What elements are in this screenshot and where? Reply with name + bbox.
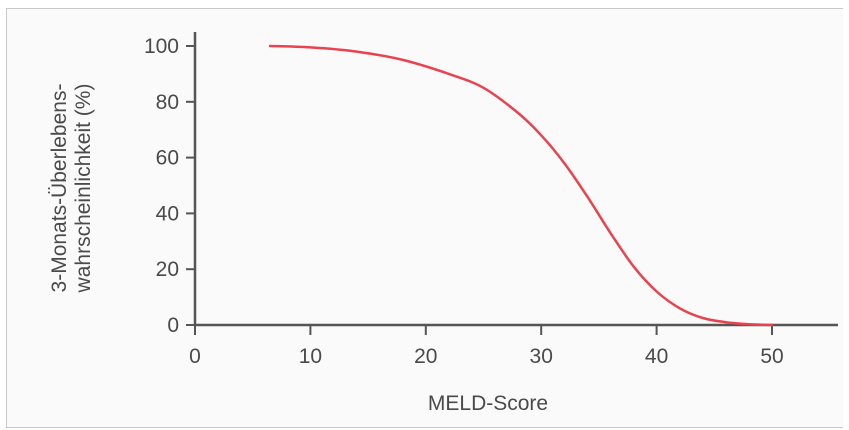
y-tick-label: 20 (156, 258, 179, 281)
x-tick-label: 20 (414, 345, 437, 368)
x-tick-label: 40 (645, 345, 668, 368)
y-axis-title-line-2: wahrscheinlichkeit (%) (72, 84, 95, 294)
y-tick-label: 100 (144, 35, 179, 58)
y-tick-label: 40 (156, 202, 179, 225)
x-tick-label: 50 (760, 345, 783, 368)
x-tick-label: 0 (189, 345, 201, 368)
x-tick-label: 10 (299, 345, 322, 368)
chart-frame (6, 8, 843, 428)
y-axis-title: 3-Monats-Überlebens- wahrscheinlichkeit … (48, 84, 95, 294)
axes (193, 32, 838, 327)
survival-curve (268, 44, 774, 327)
y-tick-label: 60 (156, 147, 179, 170)
x-axis-title: MELD-Score (428, 392, 548, 415)
x-tick-label: 30 (530, 345, 553, 368)
y-tick-label: 0 (167, 314, 179, 337)
ticks: 0 20 40 60 80 100 0 10 20 30 40 50 (144, 35, 784, 368)
y-axis-title-line-1: 3-Monats-Überlebens- (48, 84, 71, 293)
y-tick-label: 80 (156, 91, 179, 114)
